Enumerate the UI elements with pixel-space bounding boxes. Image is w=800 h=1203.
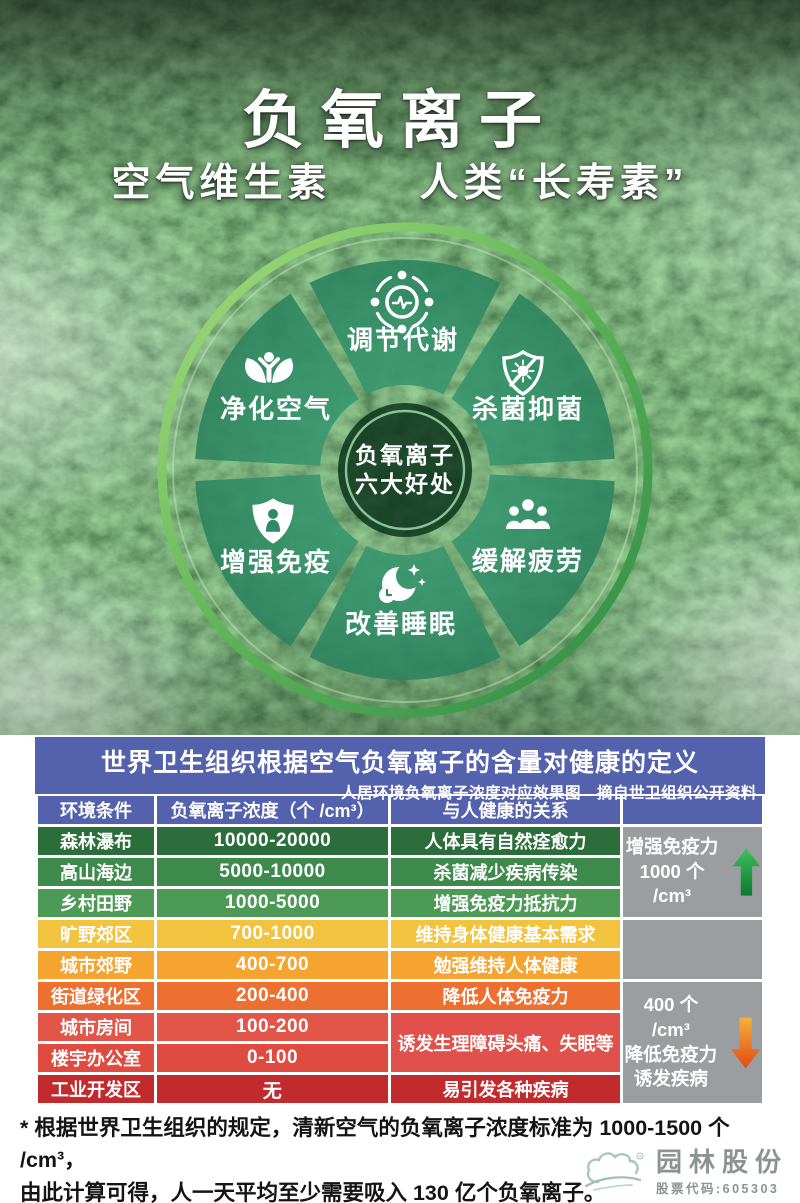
- conc-cell: 100-200: [157, 1013, 388, 1041]
- effect-cell: 降低人体免疫力: [391, 982, 620, 1010]
- annotation-increase: 增强免疫力 1000 个 /cm³: [623, 827, 762, 917]
- segment-label-purify-air: 净化空气: [220, 394, 332, 424]
- conc-cell: 0-100: [157, 1044, 388, 1072]
- conc-cell: 200-400: [157, 982, 388, 1010]
- env-cell: 城市郊野: [38, 951, 154, 979]
- segment-label-antibacterial: 杀菌抑菌: [472, 394, 584, 424]
- effect-cell-merged: 诱发生理障碍头痛、失眠等: [391, 1013, 620, 1072]
- effect-cell: 人体具有自然痊愈力: [391, 827, 620, 855]
- center-ring: [344, 409, 466, 531]
- who-table: 世界卫生组织根据空气负氧离子的含量对健康的定义 人居环境负氧离子浓度对应效果图 …: [35, 735, 765, 1106]
- table-row: 城市郊野 400-700 勉强维持人体健康: [38, 951, 762, 979]
- immunity-icon: [252, 498, 294, 544]
- footnote-line2: 由此计算可得，人一天平均至少需要吸入 130 亿个负氧离子。: [20, 1180, 606, 1203]
- effect-cell: 杀菌减少疾病传染: [391, 858, 620, 886]
- stock-code: 股票代码:605303: [655, 1182, 780, 1196]
- outer-ring: [157, 222, 653, 718]
- column-header-annotation: [623, 796, 762, 824]
- footnote-line1: * 根据世界卫生组织的规定，清新空气的负氧离子浓度标准为 1000-1500 个…: [20, 1116, 730, 1173]
- annotation-increase-line2: 1000 个 /cm³: [639, 860, 705, 907]
- cloud-tree-icon: R: [584, 1152, 644, 1191]
- table-row: 街道绿化区 200-400 降低人体免疫力 400 个 /cm³ 降低免疫力 诱…: [38, 982, 762, 1103]
- company-name: 园林股份: [655, 1146, 788, 1177]
- column-header-concentration: 负氧离子浓度（个 /cm³）: [157, 796, 388, 824]
- env-cell: 城市房间: [38, 1013, 154, 1041]
- annotation-decrease-line3: 诱发疾病: [633, 1068, 708, 1090]
- conc-cell: 1000-5000: [157, 889, 388, 917]
- table-header-band: 世界卫生组织根据空气负氧离子的含量对健康的定义 人居环境负氧离子浓度对应效果图 …: [35, 737, 765, 802]
- wedge-immunity: [195, 474, 359, 647]
- table-row: 高山海边 5000-10000 杀菌减少疾病传染: [38, 858, 762, 886]
- env-cell: 楼宇办公室: [38, 1044, 154, 1072]
- env-cell: 工业开发区: [38, 1075, 154, 1103]
- annotation-decrease-line1: 400 个 /cm³: [643, 993, 699, 1040]
- table-row: 城市房间 100-200 诱发生理障碍头痛、失眠等: [38, 1013, 762, 1072]
- metabolism-icon: [370, 270, 434, 334]
- env-cell: 街道绿化区: [38, 982, 154, 1010]
- effect-cell: 勉强维持人体健康: [391, 951, 620, 979]
- table-row: 楼宇办公室 0-100: [38, 1044, 762, 1072]
- annotation-increase-line1: 增强免疫力: [625, 835, 719, 857]
- antibacterial-icon: [502, 349, 544, 396]
- table-row: 乡村田野 1000-5000 增强免疫力抵抗力: [38, 889, 762, 917]
- effect-cell: 增强免疫力抵抗力: [391, 889, 620, 917]
- env-cell: 乡村田野: [38, 889, 154, 917]
- effect-cell: 易引发各种疾病: [391, 1075, 620, 1103]
- annotation-decrease: 400 个 /cm³ 降低免疫力 诱发疾病: [623, 982, 762, 1103]
- conc-cell: 700-1000: [157, 920, 388, 948]
- conc-cell: 无: [157, 1075, 388, 1103]
- table-row: 工业开发区 无 易引发各种疾病: [38, 1075, 762, 1103]
- center-circle: [338, 403, 472, 537]
- up-arrow-icon: [732, 848, 761, 896]
- conc-cell: 400-700: [157, 951, 388, 979]
- column-header-env: 环境条件: [38, 796, 154, 824]
- table-row: 旷野郊区 700-1000 维持身体健康基本需求: [38, 920, 762, 979]
- down-arrow-icon: [730, 1017, 761, 1068]
- wedge-relieve-fatigue: [451, 474, 615, 647]
- purify-air-icon: [245, 352, 293, 383]
- hero-section: 负氧离子 空气维生素 人类“长寿素”: [0, 0, 800, 735]
- conc-cell: 10000-20000: [157, 827, 388, 855]
- poster-title: 负氧离子: [242, 86, 558, 156]
- segment-label-metabolism: 调节代谢: [347, 325, 459, 355]
- center-title-line2: 六大好处: [355, 471, 455, 497]
- segment-label-sleep: 改善睡眠: [345, 609, 457, 639]
- annotation-decrease-line2: 降低免疫力: [624, 1043, 718, 1065]
- effect-cell: 维持身体健康基本需求: [391, 920, 620, 948]
- center-title-line1: 负氧离子: [355, 442, 455, 468]
- sleep-icon: [379, 564, 426, 603]
- env-cell: 旷野郊区: [38, 920, 154, 948]
- table-row: 森林瀑布 10000-20000 人体具有自然痊愈力 增强免疫力 1000 个 …: [38, 827, 762, 917]
- relieve-fatigue-icon: [506, 499, 550, 529]
- annotation-empty: [623, 920, 762, 979]
- benefits-wheel: 调节代谢 杀菌抑菌 缓解疲劳 改善睡眠 增强免疫 净化空气 负氧离子 六大好处: [157, 222, 653, 718]
- table-header-row: 环境条件 负氧离子浓度（个 /cm³） 与人健康的关系: [38, 796, 762, 824]
- svg-text:R: R: [638, 1154, 642, 1159]
- wedge-antibacterial: [451, 293, 615, 466]
- company-logo: R 园林股份 股票代码:605303: [582, 1146, 788, 1197]
- footnote: * 根据世界卫生组织的规定，清新空气的负氧离子浓度标准为 1000-1500 个…: [0, 1112, 800, 1203]
- segment-label-immunity: 增强免疫: [220, 547, 332, 577]
- conc-cell: 5000-10000: [157, 858, 388, 886]
- health-table: 环境条件 负氧离子浓度（个 /cm³） 与人健康的关系 森林瀑布 10000-2…: [35, 793, 765, 1106]
- segment-label-relieve-fatigue: 缓解疲劳: [472, 546, 584, 576]
- table-title: 世界卫生组织根据空气负氧离子的含量对健康的定义: [100, 749, 699, 777]
- env-cell: 高山海边: [38, 858, 154, 886]
- table-section: 世界卫生组织根据空气负氧离子的含量对健康的定义 人居环境负氧离子浓度对应效果图 …: [0, 735, 800, 1203]
- wedge-sleep: [309, 545, 501, 680]
- column-header-health: 与人健康的关系: [391, 796, 620, 824]
- poster-subtitle: 空气维生素 人类“长寿素”: [111, 162, 689, 205]
- inner-ring: [172, 237, 638, 703]
- env-cell: 森林瀑布: [38, 827, 154, 855]
